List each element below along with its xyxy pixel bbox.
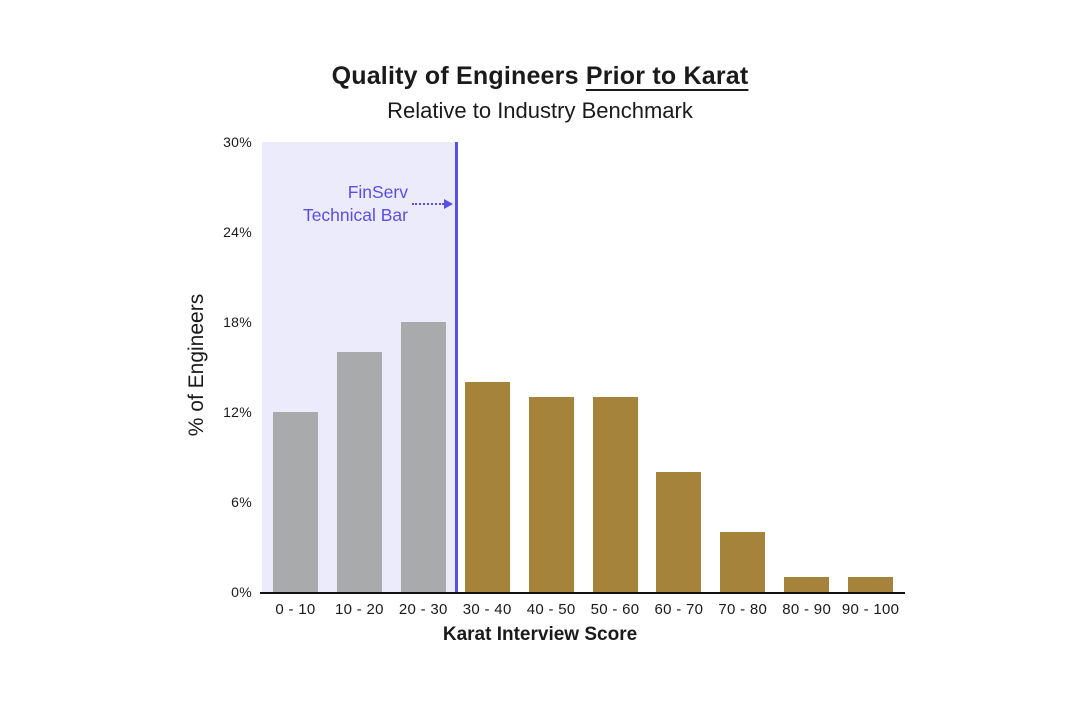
x-tick-label: 70 - 80: [718, 601, 768, 618]
bar-10-20: [336, 352, 382, 592]
x-tick-label: 30 - 40: [462, 601, 512, 618]
bar-40-50: [528, 397, 574, 592]
y-tick-label: 6%: [231, 494, 252, 510]
dotted-arrow-shaft: [412, 203, 444, 205]
chart-title-underlined: Prior to Karat: [585, 62, 749, 90]
dotted-arrow-head: [444, 199, 453, 209]
y-tick-label: 18%: [223, 314, 252, 330]
x-tick-label: 80 - 90: [782, 601, 832, 618]
bar-60-70: [656, 472, 702, 592]
bar-30-40: [464, 382, 510, 592]
x-tick-label: 40 - 50: [526, 601, 576, 618]
x-tick-label: 50 - 60: [590, 601, 640, 618]
x-tick-label: 60 - 70: [654, 601, 704, 618]
x-tick-label: 10 - 20: [334, 601, 384, 618]
x-tick-label: 0 - 10: [275, 601, 316, 618]
x-axis-title: Karat Interview Score: [442, 624, 638, 645]
y-tick-label: 0%: [231, 584, 252, 600]
title-block: Quality of Engineers Prior to Karat Rela…: [0, 62, 1080, 124]
dotted-arrow-icon: [412, 199, 454, 213]
bar-50-60: [592, 397, 638, 592]
bar-0-10: [273, 412, 318, 592]
chart-subtitle: Relative to Industry Benchmark: [387, 98, 693, 123]
x-tick-label: 90 - 100: [841, 601, 900, 618]
x-tick-label: 20 - 30: [398, 601, 448, 618]
y-tick-label: 12%: [223, 404, 252, 420]
benchmark-annotation-line2: Technical Bar: [302, 205, 408, 225]
bar-20-30: [400, 322, 446, 592]
y-axis-tick-labels: 0% 6% 12% 18% 24% 30%: [178, 134, 252, 600]
chart-title: Quality of Engineers Prior to Karat: [0, 62, 1080, 91]
y-axis-title: % of Engineers: [185, 293, 208, 437]
chart-title-main: Quality of Engineers: [331, 62, 579, 90]
plot-area: 0 - 10 10 - 20 20 - 30 30 - 40 40 - 50 50 - 6…: [260, 142, 905, 618]
bar-80-90: [784, 577, 830, 592]
x-axis-line: [260, 592, 905, 594]
benchmark-annotation-label: FinServ Technical Bar: [303, 181, 408, 227]
benchmark-annotation-line1: FinServ: [347, 182, 408, 202]
bar-70-80: [720, 532, 766, 592]
benchmark-threshold-line: [455, 142, 458, 592]
y-tick-label: 30%: [223, 134, 252, 150]
y-tick-label: 24%: [223, 224, 252, 240]
bar-90-100: [848, 577, 894, 592]
